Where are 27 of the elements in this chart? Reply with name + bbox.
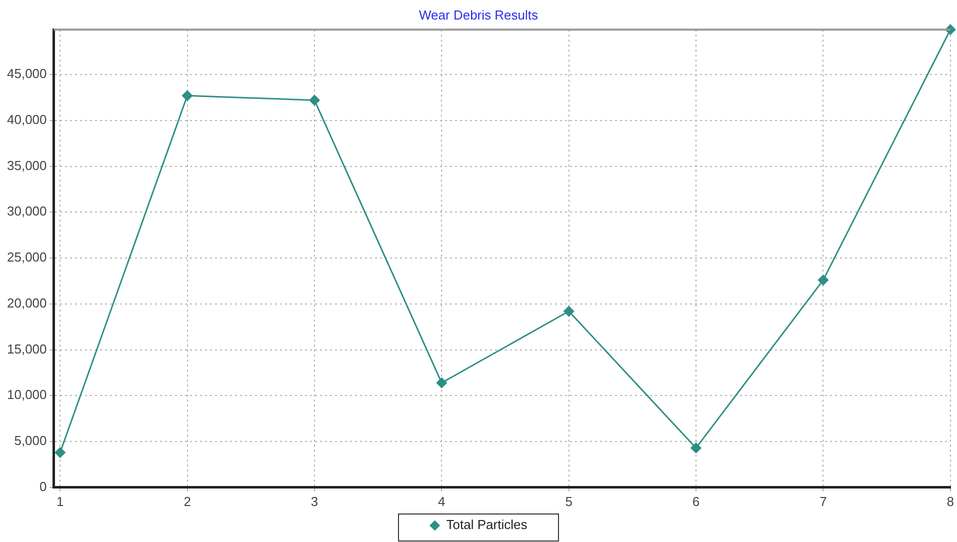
point bbox=[182, 90, 193, 101]
y-tick-label: 5,000 bbox=[14, 433, 47, 448]
x-tick-label: 2 bbox=[184, 494, 191, 509]
x-tick-label: 4 bbox=[438, 494, 446, 509]
point bbox=[436, 378, 447, 388]
x-tick-label: 6 bbox=[692, 494, 700, 509]
y-tick-label: 35,000 bbox=[6, 158, 47, 173]
point bbox=[818, 274, 828, 286]
y-tick-label: 15,000 bbox=[6, 341, 47, 356]
y-tick-label: 40,000 bbox=[6, 112, 47, 128]
x-tick-label: 3 bbox=[310, 494, 318, 509]
x-tick-label: 8 bbox=[946, 494, 954, 509]
y-tick-label: 20,000 bbox=[6, 295, 47, 310]
y-tick-label: 10,000 bbox=[6, 387, 47, 402]
legend-label: Total Particles bbox=[446, 517, 528, 532]
point bbox=[690, 442, 702, 454]
point bbox=[564, 306, 574, 317]
x-tick-label: 7 bbox=[820, 494, 827, 509]
y-tick-label: 25,000 bbox=[6, 250, 47, 265]
x-tick-label: 5 bbox=[565, 494, 572, 509]
chart-title: Wear Debris Results bbox=[419, 7, 538, 22]
y-tick-label: 0 bbox=[40, 478, 47, 494]
point bbox=[54, 447, 66, 458]
y-tick-label: 30,000 bbox=[6, 204, 47, 219]
y-tick-label: 45,000 bbox=[6, 66, 47, 82]
x-tick-label: 1 bbox=[56, 494, 64, 509]
point bbox=[309, 94, 320, 106]
